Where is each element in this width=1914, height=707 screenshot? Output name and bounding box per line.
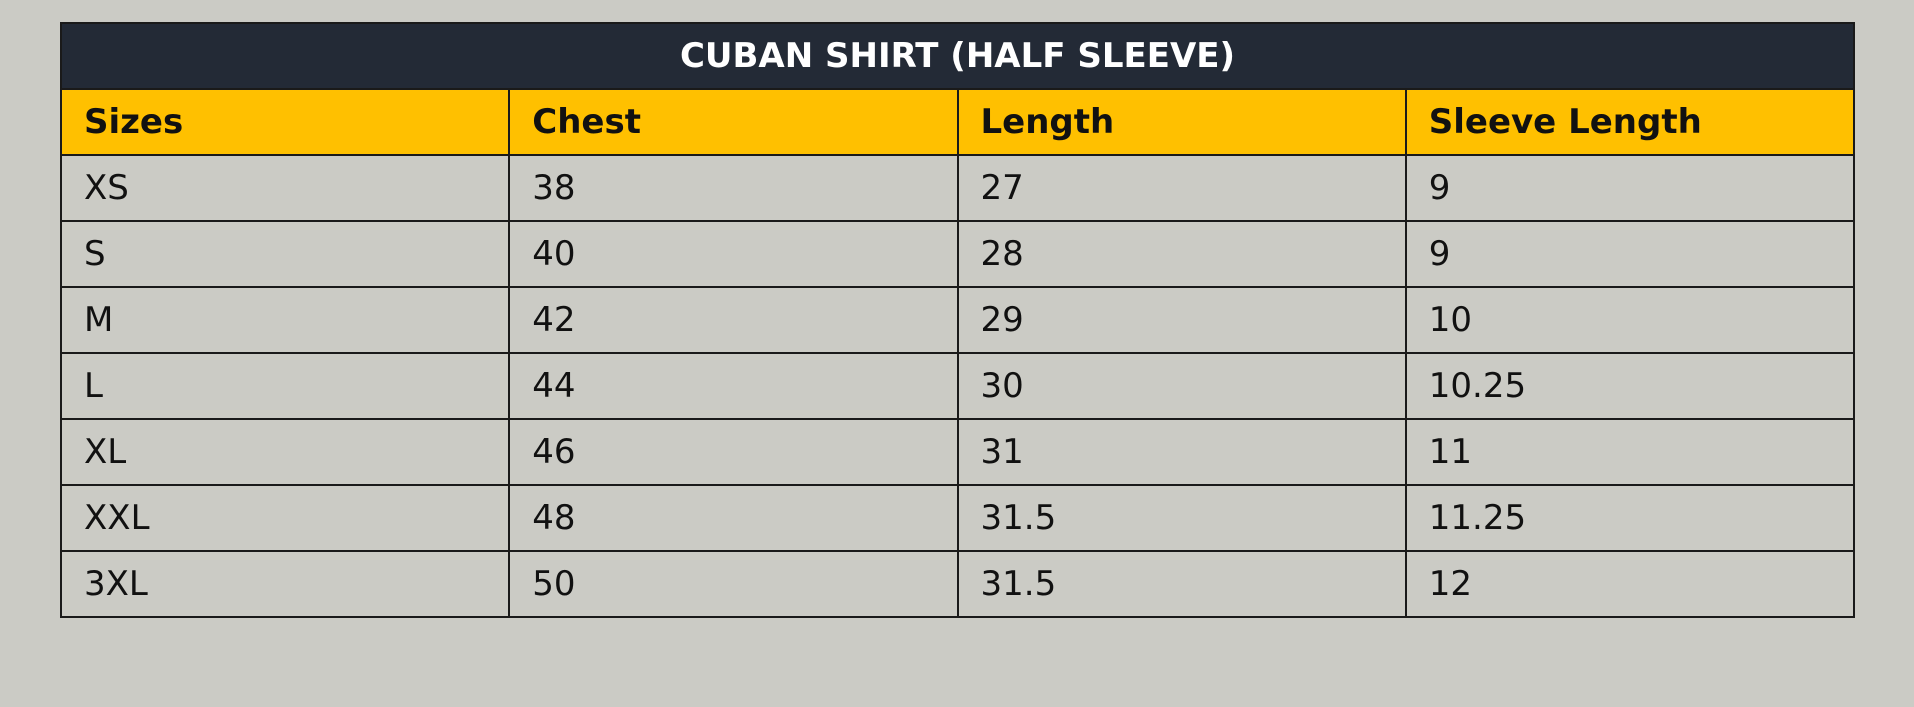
table-cell: 46 (508, 418, 959, 486)
table-row: M 42 29 10 (59, 286, 1856, 354)
column-header: Length (956, 88, 1407, 156)
table-row: S 40 28 9 (59, 220, 1856, 288)
table-cell: 29 (956, 286, 1407, 354)
table-row: 3XL 50 31.5 12 (59, 550, 1856, 618)
table-cell: 12 (1404, 550, 1856, 618)
table-cell: L (59, 352, 511, 420)
table-cell: M (59, 286, 511, 354)
table-row: XL 46 31 11 (59, 418, 1856, 486)
table-cell: 11 (1404, 418, 1856, 486)
column-header: Sleeve Length (1404, 88, 1856, 156)
table-cell: 3XL (59, 550, 511, 618)
table-cell: 31.5 (956, 484, 1407, 552)
table-head: CUBAN SHIRT (HALF SLEEVE) Sizes Chest Leng… (59, 22, 1856, 156)
size-table: CUBAN SHIRT (HALF SLEEVE) Sizes Chest Leng… (59, 22, 1856, 618)
table-cell: 10.25 (1404, 352, 1856, 420)
table-cell: 48 (508, 484, 959, 552)
table-cell: 31.5 (956, 550, 1407, 618)
table-row: XXL 48 31.5 11.25 (59, 484, 1856, 552)
table-cell: 40 (508, 220, 959, 288)
table-cell: XXL (59, 484, 511, 552)
table-cell: 30 (956, 352, 1407, 420)
table-cell: 11.25 (1404, 484, 1856, 552)
table-cell: 9 (1404, 220, 1856, 288)
table-cell: 27 (956, 154, 1407, 222)
table-cell: 9 (1404, 154, 1856, 222)
table-title: CUBAN SHIRT (HALF SLEEVE) (60, 22, 1855, 90)
column-header: Chest (508, 88, 959, 156)
table-cell: XS (59, 154, 511, 222)
column-header: Sizes (59, 88, 511, 156)
table-cell: 28 (956, 220, 1407, 288)
table-cell: XL (59, 418, 511, 486)
table-cell: S (59, 220, 511, 288)
table-cell: 50 (508, 550, 959, 618)
header-row: Sizes Chest Length Sleeve Length (59, 88, 1856, 156)
table-row: L 44 30 10.25 (59, 352, 1856, 420)
table-cell: 10 (1404, 286, 1856, 354)
table-cell: 38 (508, 154, 959, 222)
table-body: XS 38 27 9 S 40 28 9 M 42 29 10 L 44 30 10.25 XL 46 31 11 XX… (59, 154, 1856, 618)
table-cell: 31 (956, 418, 1407, 486)
table-cell: 44 (508, 352, 959, 420)
table-row: XS 38 27 9 (59, 154, 1856, 222)
table-cell: 42 (508, 286, 959, 354)
title-row: CUBAN SHIRT (HALF SLEEVE) (60, 22, 1855, 90)
